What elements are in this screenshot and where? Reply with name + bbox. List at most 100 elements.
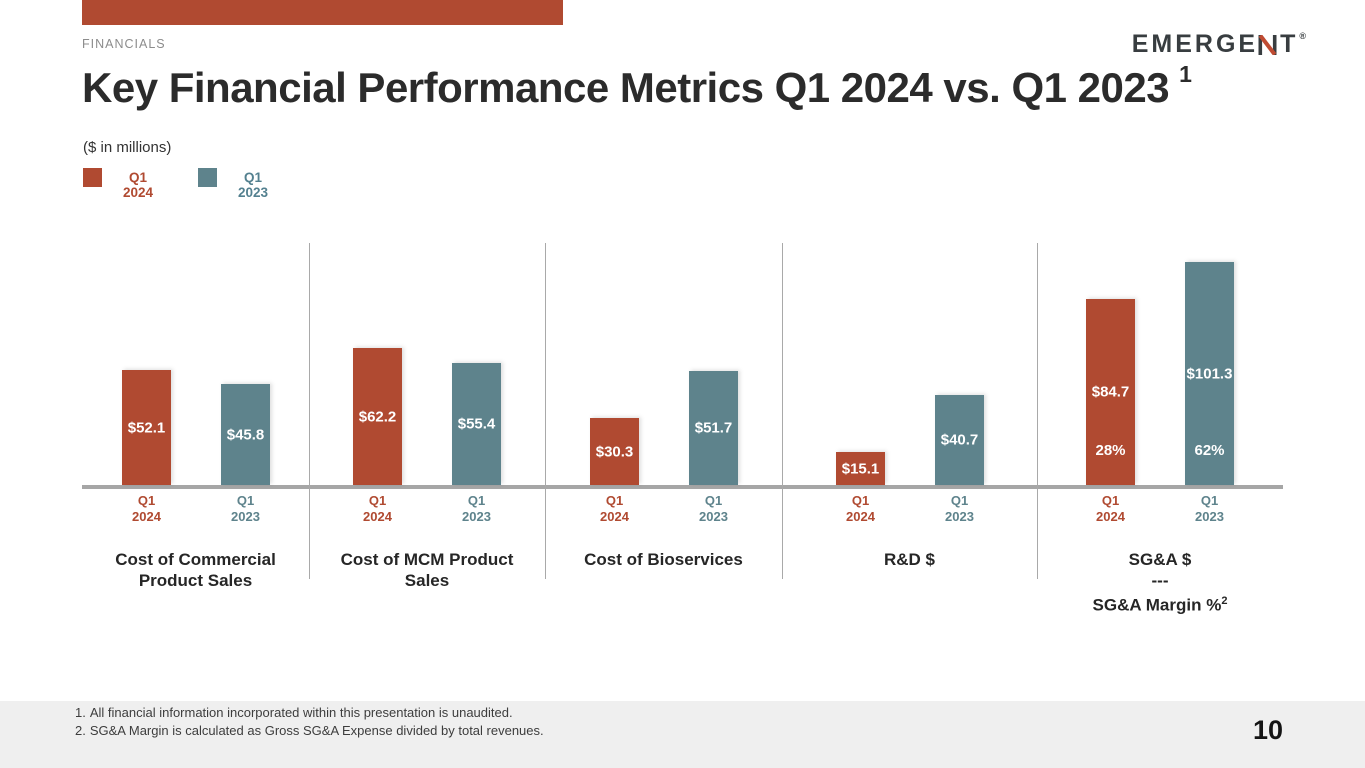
bar-value-label: $84.7 [1091,383,1130,401]
chart-group: $15.1 Q1 2024 $40.7 Q1 2023 R&D $ [782,243,1037,603]
page-title: Key Financial Performance Metrics Q1 202… [82,61,1192,112]
logo-text-post: T [1280,30,1299,58]
bar-percent-label: 62% [1194,442,1225,459]
legend-label-q1-2024: Q1 2024 [116,168,160,200]
group-separator [1037,243,1038,579]
category-label: SG&A $ --- SG&A Margin %2 [1037,549,1283,616]
x-tick-label: Q1 2024 [821,493,901,525]
units-note: ($ in millions) [83,139,172,156]
page-number: 10 [1252,715,1283,745]
bar-value-label: $30.3 [595,443,634,460]
x-tick-line: 2024 [600,509,629,524]
legend-label-line: Q1 [128,170,147,185]
x-tick-label: Q1 2023 [437,493,517,525]
legend-item-q1-2023: Q1 2023 [198,168,275,200]
x-tick-line: 2024 [363,509,392,524]
logo-text-pre: EMERGE [1131,30,1259,58]
category-label: Cost of Bioservices [545,549,782,570]
bar-q1-2024: $15.1 [836,452,885,485]
x-tick-line: 2024 [132,509,161,524]
bar-q1-2024: $30.3 [590,418,639,485]
chart-group: $30.3 Q1 2024 $51.7 Q1 2023 Cost of Bioservice… [545,243,782,603]
company-logo: EMERGE T ® [1131,30,1306,59]
category-label-line: Cost of MCM Product [340,550,514,569]
bar-q1-2023: $55.4 [452,363,501,485]
bar-q1-2024: $52.1 [122,370,171,485]
footnotes: 1. All financial information incorporate… [75,704,544,740]
category-label: Cost of Commercial Product Sales [82,549,309,591]
bar-q1-2023: $101.3 62% [1185,262,1234,485]
x-tick-line: Q1 [1200,493,1219,508]
footnote-number: 2. [75,723,86,738]
footer-band: 1. All financial information incorporate… [0,701,1365,768]
bar-q1-2023: $51.7 [689,371,738,485]
legend-swatch-q1-2023 [198,168,217,187]
bar-value-label: $15.1 [841,460,880,477]
category-label-line: --- [1151,571,1169,590]
x-tick-line: Q1 [704,493,723,508]
x-tick-line: 2023 [1195,509,1224,524]
category-label-line: Cost of Commercial [115,550,276,569]
legend-label-q1-2023: Q1 2023 [231,168,275,200]
x-tick-label: Q1 2024 [338,493,418,525]
legend-item-q1-2024: Q1 2024 [83,168,160,200]
x-tick-line: 2024 [1096,509,1125,524]
footnote: 2. SG&A Margin is calculated as Gross SG… [75,722,544,740]
section-eyebrow: FINANCIALS [82,37,166,51]
x-tick-label: Q1 2023 [674,493,754,525]
chart-group: $52.1 Q1 2024 $45.8 Q1 2023 Cost of Commercial… [82,243,309,603]
footnote-number: 1. [75,705,86,720]
category-label-line: Cost of Bioservices [584,550,743,569]
x-tick-line: Q1 [236,493,255,508]
chart-legend: Q1 2024 Q1 2023 [83,168,275,200]
bar-percent-label: 28% [1095,442,1126,459]
page-title-text: Key Financial Performance Metrics Q1 202… [82,64,1170,111]
group-separator [309,243,310,579]
bar-value-label: $101.3 [1186,365,1233,382]
legend-label-line: 2023 [237,185,269,200]
x-tick-line: Q1 [467,493,486,508]
footnote-text: All financial information incorporated w… [89,705,513,720]
x-tick-line: Q1 [851,493,870,508]
x-tick-line: 2023 [945,509,974,524]
bar-value-label: $55.4 [457,415,496,433]
category-label-line: SG&A $ [1128,550,1192,569]
footnote-text: SG&A Margin is calculated as Gross SG&A … [89,723,544,738]
bar-q1-2023: $45.8 [221,384,270,485]
bar-value-label: $45.8 [226,426,265,443]
category-label: Cost of MCM Product Sales [309,549,545,591]
legend-label-line: Q1 [243,170,262,185]
bar-value-label: $51.7 [694,419,733,437]
legend-label-line: 2024 [122,185,154,200]
accent-bar [82,0,563,25]
category-label-line: Product Sales [138,571,253,590]
legend-swatch-q1-2024 [83,168,102,187]
chart-group: $84.7 28% Q1 2024 $101.3 62% Q1 2023 SG&A $ --- SG… [1037,243,1283,615]
x-tick-label: Q1 2023 [206,493,286,525]
group-separator [545,243,546,579]
x-tick-line: Q1 [605,493,624,508]
group-separator [782,243,783,579]
x-tick-label: Q1 2023 [1170,493,1250,525]
x-tick-line: 2023 [699,509,728,524]
bar-q1-2024: $84.7 28% [1086,299,1135,485]
footnote: 1. All financial information incorporate… [75,704,544,722]
category-label-line: Sales [404,571,450,590]
title-footnote-ref: 1 [1179,61,1192,87]
category-label-line: R&D $ [883,550,935,569]
category-label: R&D $ [782,549,1037,570]
x-tick-label: Q1 2024 [575,493,655,525]
bar-value-label: $40.7 [940,431,979,449]
chart-baseline [82,485,1283,489]
bar-value-label: $62.2 [358,408,397,425]
bar-q1-2023: $40.7 [935,395,984,485]
x-tick-line: Q1 [137,493,156,508]
x-tick-line: 2023 [462,509,491,524]
bar-q1-2024: $62.2 [353,348,402,485]
x-tick-line: Q1 [950,493,969,508]
category-footnote-ref: 2 [1221,595,1228,607]
logo-n-icon [1258,34,1277,55]
chart-group: $62.2 Q1 2024 $55.4 Q1 2023 Cost of MCM Produc… [309,243,545,603]
